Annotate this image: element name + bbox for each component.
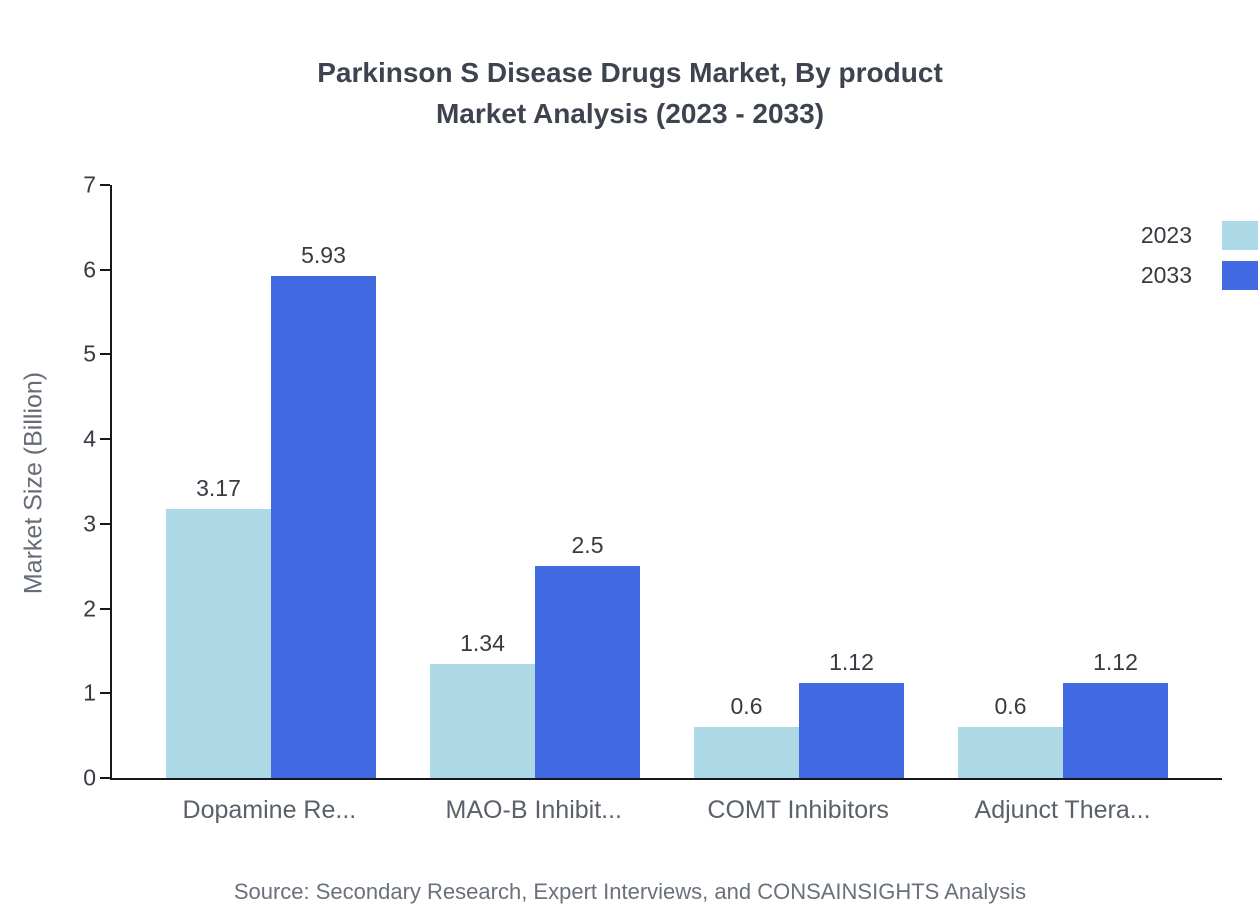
bar-group-3: 0.6 1.12 <box>694 185 904 778</box>
bar-groups: 3.17 5.93 1.34 2.5 0.6 1.12 0.6 1.12 <box>112 185 1222 778</box>
y-tick-mark <box>100 268 110 271</box>
y-tick-label: 3 <box>83 510 96 537</box>
legend-swatch <box>1222 261 1258 290</box>
bar-group-4: 0.6 1.12 <box>958 185 1168 778</box>
bar-group-2: 1.34 2.5 <box>430 185 640 778</box>
chart-title: Parkinson S Disease Drugs Market, By pro… <box>0 52 1260 134</box>
bar-value-label: 3.17 <box>196 475 241 502</box>
bar-group-1: 3.17 5.93 <box>166 185 376 778</box>
bar-2023-4: 0.6 <box>958 693 1063 778</box>
bar-2023-3: 0.6 <box>694 693 799 778</box>
bar-value-label: 1.12 <box>829 649 874 676</box>
y-tick-label: 5 <box>83 340 96 367</box>
legend-item-2023: 2023 <box>1141 221 1258 250</box>
y-tick-label: 0 <box>83 764 96 791</box>
x-axis-labels: Dopamine Re... MAO-B Inhibit... COMT Inhib… <box>110 796 1222 825</box>
y-tick-mark <box>100 184 110 186</box>
plot-area: 0 1 2 3 4 5 6 7 3.17 5.93 1.34 2.5 0.6 1.12 0.6 1.12 <box>83 172 1222 791</box>
x-category-label-2: MAO-B Inhibit... <box>445 796 622 824</box>
bar-value-label: 1.34 <box>460 630 505 657</box>
y-tick-label: 6 <box>83 256 96 283</box>
y-tick-label: 4 <box>83 425 96 452</box>
y-axis-title: Market Size (Billion) <box>19 371 48 595</box>
y-tick-mark <box>100 438 110 441</box>
bar-value-label: 0.6 <box>994 693 1027 720</box>
source-note: Source: Secondary Research, Expert Inter… <box>233 879 1027 904</box>
x-category-label-3: COMT Inhibitors <box>707 796 889 824</box>
y-tick-mark <box>100 692 110 695</box>
y-tick-label: 1 <box>83 679 96 706</box>
chart-title-line2: Market Analysis (2023 - 2033) <box>435 98 825 129</box>
y-tick-mark <box>100 353 110 356</box>
bar-value-label: 5.93 <box>301 241 346 268</box>
legend-item-2033: 2033 <box>1141 261 1258 290</box>
legend-label: 2033 <box>1140 262 1192 288</box>
bar-2033-4: 1.12 <box>1063 649 1168 778</box>
bar-2023-2: 1.34 <box>430 630 535 778</box>
bar-2023-1: 3.17 <box>166 475 271 778</box>
x-category-label-4: Adjunct Thera... <box>974 796 1151 824</box>
legend-label: 2023 <box>1140 222 1192 248</box>
legend-swatch <box>1222 221 1258 250</box>
bar-2033-1: 5.93 <box>271 242 376 778</box>
bar-value-label: 1.12 <box>1093 649 1138 676</box>
y-tick-mark <box>100 607 110 610</box>
y-tick-label: 2 <box>83 595 96 622</box>
y-tick-mark <box>100 777 110 779</box>
x-category-label-1: Dopamine Re... <box>182 796 357 824</box>
y-tick-mark <box>100 522 110 525</box>
y-tick-label: 7 <box>83 171 96 198</box>
bar-2033-3: 1.12 <box>799 649 904 778</box>
bar-value-label: 0.6 <box>730 693 763 720</box>
legend: 2023 2033 <box>1141 221 1258 290</box>
chart-title-line1: Parkinson S Disease Drugs Market, By pro… <box>317 57 943 88</box>
bar-2033-2: 2.5 <box>535 532 640 778</box>
bar-value-label: 2.5 <box>571 532 604 559</box>
